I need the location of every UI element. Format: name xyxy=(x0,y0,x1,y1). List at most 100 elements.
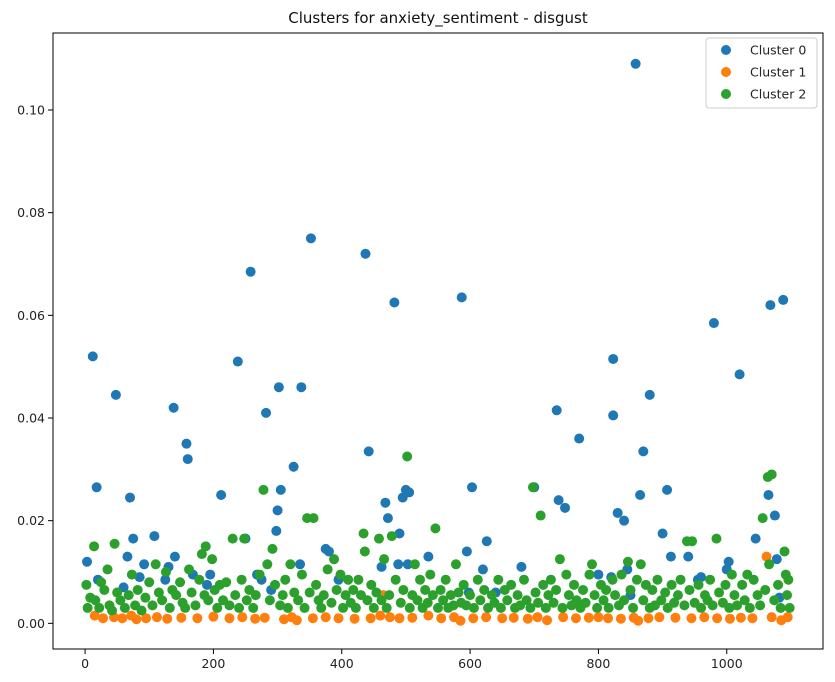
point-s1-28 xyxy=(407,612,418,623)
point-s2-154 xyxy=(538,579,549,590)
point-s1-42 xyxy=(583,612,594,623)
point-s1-35 xyxy=(497,613,508,624)
point-s0-20 xyxy=(205,569,216,580)
chart-title: Clusters for anxiety_sentiment - disgust xyxy=(288,9,588,28)
point-s2-230 xyxy=(764,559,775,570)
point-s0-21 xyxy=(216,490,227,500)
y-tick-label: 0.10 xyxy=(17,103,45,118)
point-s1-7 xyxy=(151,612,162,623)
point-s0-32 xyxy=(275,484,286,495)
point-s2-26 xyxy=(160,567,171,577)
point-s2-228 xyxy=(760,584,771,595)
point-s2-57 xyxy=(254,569,265,580)
point-s1-3 xyxy=(117,613,128,624)
point-s2-23 xyxy=(150,559,161,570)
point-s1-29 xyxy=(423,610,434,621)
point-s2-152 xyxy=(533,597,544,608)
point-s2-40 xyxy=(203,595,214,606)
point-s2-60 xyxy=(264,595,275,606)
point-s2-99 xyxy=(376,595,387,606)
point-s2-75 xyxy=(311,579,322,590)
point-s2-155 xyxy=(540,602,551,613)
point-s1-32 xyxy=(455,615,466,626)
point-s2-51 xyxy=(236,574,247,585)
point-s2-232 xyxy=(769,595,780,606)
point-s0-9 xyxy=(134,572,145,583)
point-s0-38 xyxy=(323,546,334,557)
point-s2-153 xyxy=(535,510,546,521)
point-s2-101 xyxy=(381,602,392,613)
point-s2-147 xyxy=(518,574,529,585)
point-s1-19 xyxy=(307,613,318,624)
point-s2-183 xyxy=(622,556,633,567)
point-s0-69 xyxy=(608,410,619,421)
points-layer xyxy=(81,58,795,626)
point-s2-203 xyxy=(684,584,695,595)
point-s0-22 xyxy=(232,356,243,367)
point-s0-58 xyxy=(481,536,492,547)
point-s2-58 xyxy=(258,484,269,495)
point-s2-11 xyxy=(109,538,120,549)
point-s2-92 xyxy=(358,528,369,539)
point-s1-33 xyxy=(468,613,479,624)
point-s0-50 xyxy=(402,559,413,570)
point-s2-185 xyxy=(628,602,639,613)
point-s2-135 xyxy=(479,584,490,595)
point-s2-166 xyxy=(571,595,582,606)
point-s1-56 xyxy=(747,613,758,624)
point-s2-211 xyxy=(707,600,718,611)
point-s2-120 xyxy=(435,584,446,595)
point-s2-94 xyxy=(362,595,373,606)
point-s2-18 xyxy=(132,584,143,595)
y-tick-label: 0.06 xyxy=(17,308,45,323)
x-tick-label: 800 xyxy=(586,656,610,671)
point-s2-98 xyxy=(373,533,384,544)
point-s2-112 xyxy=(415,574,426,585)
point-s0-78 xyxy=(657,528,668,539)
point-s1-15 xyxy=(259,612,270,623)
point-s0-16 xyxy=(181,438,192,449)
point-s1-6 xyxy=(141,613,152,624)
point-s0-56 xyxy=(467,482,478,493)
point-s2-68 xyxy=(289,587,300,598)
point-s1-30 xyxy=(436,613,447,624)
point-s2-111 xyxy=(412,595,423,606)
point-s2-162 xyxy=(561,569,572,580)
point-s2-161 xyxy=(557,602,568,613)
point-s0-42 xyxy=(376,561,387,572)
point-s2-3 xyxy=(89,541,100,552)
point-s0-60 xyxy=(516,561,527,572)
point-s2-93 xyxy=(359,546,370,557)
point-s2-82 xyxy=(331,584,342,595)
x-tick-label: 1000 xyxy=(711,656,743,671)
point-s2-130 xyxy=(461,600,472,611)
point-s2-139 xyxy=(493,574,504,585)
point-s2-70 xyxy=(296,569,307,580)
y-tick-label: 0.04 xyxy=(17,411,45,426)
point-s2-7 xyxy=(99,584,110,595)
point-s2-143 xyxy=(506,579,517,590)
point-s0-63 xyxy=(553,495,564,506)
point-s0-30 xyxy=(272,505,283,516)
point-s0-0 xyxy=(82,556,93,567)
point-s0-54 xyxy=(461,546,472,557)
point-s0-31 xyxy=(273,382,284,393)
point-s2-217 xyxy=(726,569,737,580)
point-s2-50 xyxy=(234,602,245,613)
point-s2-56 xyxy=(250,590,261,601)
point-s2-163 xyxy=(563,590,574,601)
point-s1-0 xyxy=(89,610,100,621)
point-s0-52 xyxy=(423,551,434,562)
point-s2-119 xyxy=(433,602,443,613)
point-s0-43 xyxy=(380,497,391,508)
point-s1-40 xyxy=(558,612,569,623)
point-s2-81 xyxy=(329,554,340,565)
point-s2-206 xyxy=(693,579,704,590)
point-s2-105 xyxy=(395,597,406,608)
point-s2-231 xyxy=(766,469,777,480)
point-s1-27 xyxy=(394,613,405,624)
point-s1-1 xyxy=(98,613,109,624)
point-s1-53 xyxy=(712,613,723,624)
point-s2-132 xyxy=(468,602,479,613)
